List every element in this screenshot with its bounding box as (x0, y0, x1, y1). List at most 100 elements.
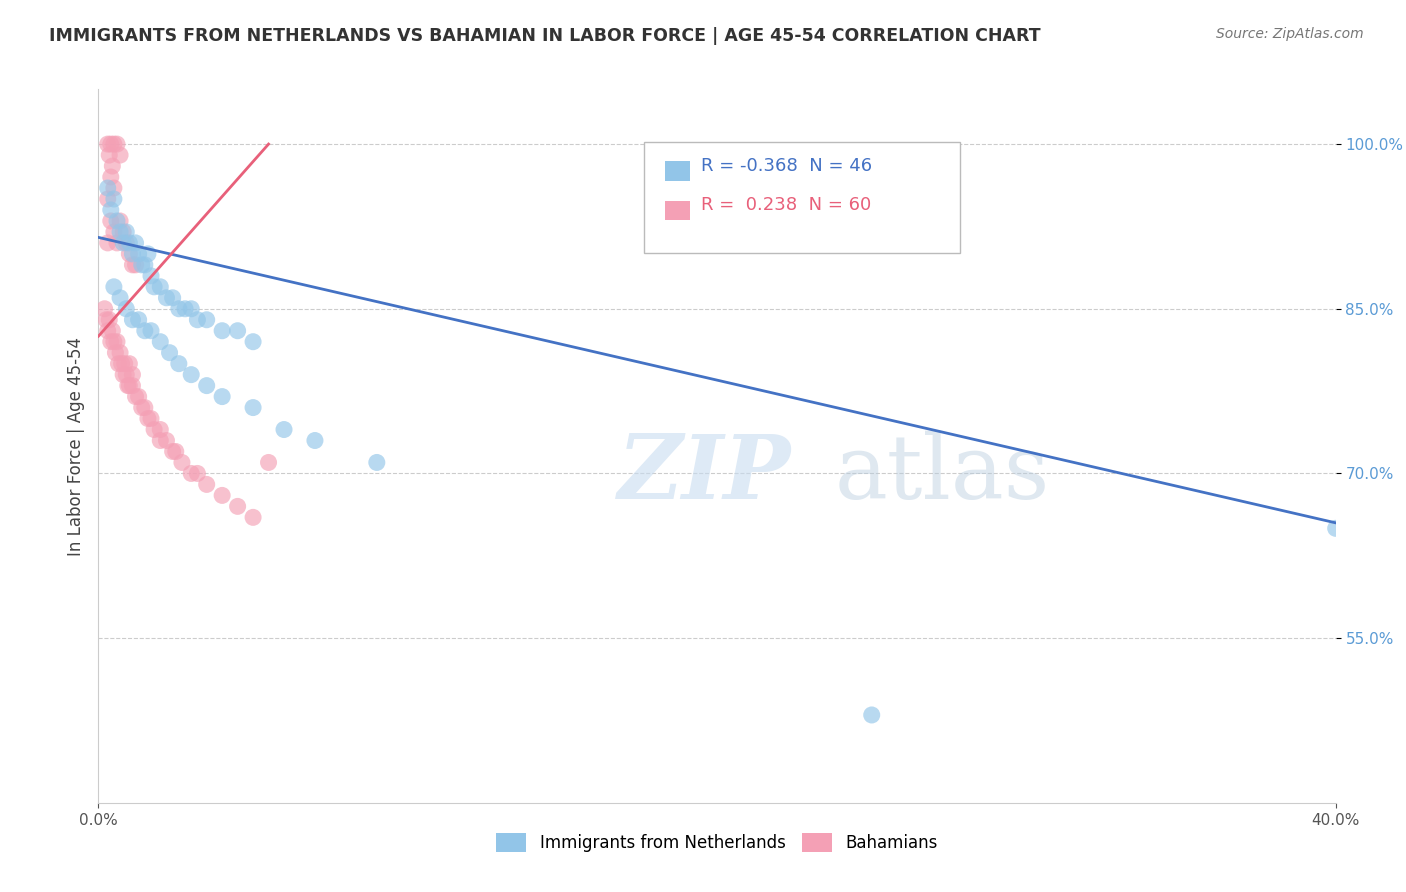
Point (100, 334, 122, 349)
Point (103, 280, 125, 294)
Point (159, 345, 181, 359)
Point (211, 488, 233, 502)
Point (167, 357, 190, 371)
Point (105, 334, 128, 349)
Point (304, 434, 326, 448)
Point (242, 401, 264, 415)
Point (131, 258, 153, 272)
Point (108, 214, 131, 228)
Point (103, 334, 125, 349)
Point (121, 258, 143, 272)
Point (115, 235, 138, 250)
Point (108, 345, 131, 359)
Point (118, 235, 141, 250)
Y-axis label: In Labor Force | Age 45-54: In Labor Force | Age 45-54 (66, 336, 84, 556)
Text: ZIP: ZIP (619, 432, 792, 517)
Text: IMMIGRANTS FROM NETHERLANDS VS BAHAMIAN IN LABOR FORCE | AGE 45-54 CORRELATION C: IMMIGRANTS FROM NETHERLANDS VS BAHAMIAN … (49, 27, 1040, 45)
Point (128, 247, 150, 261)
Point (366, 455, 388, 469)
Point (121, 247, 143, 261)
Point (149, 434, 172, 448)
Point (128, 312, 150, 326)
Point (97, 181, 120, 195)
Point (105, 235, 128, 250)
Point (105, 137, 128, 152)
Point (180, 301, 202, 316)
Point (180, 467, 202, 481)
Point (103, 137, 125, 152)
Text: R = -0.368  N = 46: R = -0.368 N = 46 (702, 157, 873, 175)
Point (108, 291, 131, 305)
Point (134, 401, 156, 415)
Point (136, 411, 159, 425)
Point (124, 258, 146, 272)
Point (165, 444, 187, 458)
Point (100, 214, 122, 228)
Point (149, 423, 172, 437)
Point (149, 280, 172, 294)
Point (128, 390, 150, 404)
Point (114, 357, 136, 371)
Point (118, 357, 141, 371)
Point (136, 247, 159, 261)
Legend: Immigrants from Netherlands, Bahamians: Immigrants from Netherlands, Bahamians (489, 826, 945, 859)
Point (121, 378, 143, 392)
Point (100, 137, 122, 152)
Point (195, 378, 218, 392)
Point (180, 368, 202, 382)
Point (97, 324, 120, 338)
Point (101, 324, 124, 338)
Point (170, 455, 193, 469)
Point (101, 159, 124, 173)
Point (97, 192, 120, 206)
Point (134, 258, 156, 272)
Point (112, 235, 135, 250)
Point (111, 357, 132, 371)
Text: Source: ZipAtlas.com: Source: ZipAtlas.com (1216, 27, 1364, 41)
Point (167, 301, 190, 316)
Point (162, 291, 184, 305)
Point (108, 148, 131, 162)
Point (149, 334, 172, 349)
Point (97, 235, 120, 250)
Point (98, 148, 121, 162)
Point (104, 345, 127, 359)
Text: R =  0.238  N = 60: R = 0.238 N = 60 (702, 196, 872, 214)
Point (860, 708, 883, 723)
Point (155, 434, 177, 448)
Point (108, 225, 131, 239)
Point (112, 225, 135, 239)
Point (103, 225, 125, 239)
Point (118, 378, 141, 392)
Point (226, 324, 249, 338)
Point (242, 510, 264, 524)
Point (121, 368, 143, 382)
Point (118, 247, 141, 261)
Point (195, 312, 218, 326)
Point (257, 455, 280, 469)
Point (143, 280, 166, 294)
Point (1324, 521, 1347, 535)
Point (242, 334, 264, 349)
Point (107, 357, 129, 371)
Point (115, 368, 138, 382)
Point (100, 202, 122, 217)
Point (211, 390, 233, 404)
Point (139, 411, 162, 425)
Point (186, 467, 208, 481)
Point (103, 181, 125, 195)
Point (117, 378, 139, 392)
Point (115, 301, 138, 316)
Point (211, 324, 233, 338)
Point (97, 137, 120, 152)
Point (226, 500, 249, 514)
Point (186, 312, 208, 326)
Point (105, 214, 128, 228)
Point (93, 301, 115, 316)
Point (174, 301, 197, 316)
Point (124, 390, 146, 404)
Point (98, 312, 121, 326)
Point (155, 291, 177, 305)
Point (139, 268, 162, 283)
Point (143, 423, 166, 437)
